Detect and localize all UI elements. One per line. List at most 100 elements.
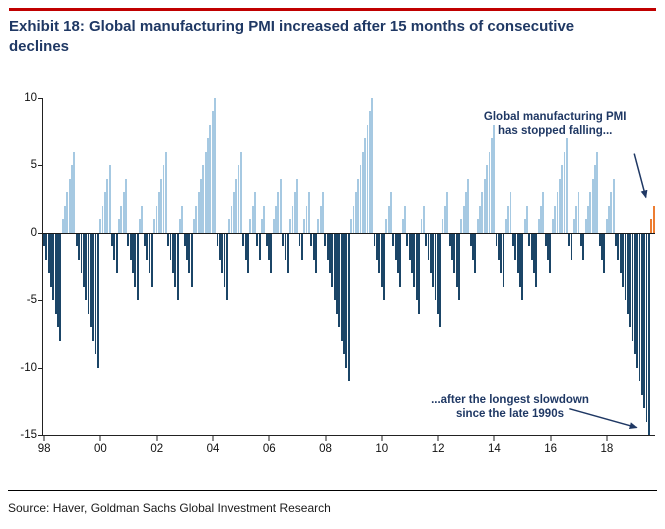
x-axis-tick (43, 435, 45, 441)
up-streak-bar (420, 219, 423, 233)
down-streak-bar (547, 232, 549, 260)
up-streak-bar (563, 151, 566, 233)
x-axis-label: 08 (319, 443, 332, 455)
up-streak-bar (366, 124, 369, 233)
down-streak-bar (544, 232, 547, 247)
x-axis-label: 00 (94, 443, 107, 455)
y-axis-tick (38, 300, 43, 302)
down-streak-bar (380, 232, 383, 287)
down-streak-bar (415, 232, 418, 301)
down-streak-bar (439, 232, 442, 328)
down-streak-bar (336, 232, 338, 314)
down-streak-bar (221, 232, 224, 274)
down-streak-bar (50, 232, 52, 287)
down-streak-bar (399, 232, 402, 287)
up-streak-bar (441, 219, 444, 233)
down-streak-bar (115, 232, 118, 274)
up-streak-bar (523, 219, 526, 233)
down-streak-bar (373, 232, 376, 247)
down-streak-bar (92, 232, 95, 341)
up-streak-bar (232, 192, 235, 233)
down-streak-bar (113, 232, 116, 260)
x-axis-label: 12 (431, 443, 445, 455)
up-streak-bar (479, 205, 481, 233)
down-streak-bar (500, 232, 503, 274)
down-streak-bar (598, 232, 601, 247)
plot-area: Global manufacturing PMI has stopped fal… (20, 92, 655, 455)
down-streak-bar (411, 232, 413, 274)
down-streak-bar (183, 232, 186, 247)
down-streak-bar (169, 232, 172, 260)
y-axis-label: -10 (20, 361, 37, 374)
y-axis-label: 10 (24, 92, 37, 104)
up-streak-bar (251, 205, 254, 233)
down-streak-bar (190, 232, 193, 287)
up-streak-bar (488, 151, 491, 233)
down-streak-bar (218, 232, 221, 260)
up-streak-bar (504, 219, 507, 233)
down-streak-bar (579, 232, 582, 247)
source-divider (8, 490, 657, 491)
down-streak-bar (80, 232, 83, 274)
x-axis-tick (606, 435, 608, 441)
zero-axis-line (43, 232, 655, 234)
x-axis-tick (437, 435, 439, 441)
up-streak-bar (589, 192, 592, 233)
down-streak-bar (340, 232, 343, 341)
down-streak-bar (270, 232, 273, 274)
up-streak-bar (289, 219, 292, 233)
up-streak-bar (350, 219, 353, 233)
up-streak-bar (422, 205, 425, 233)
up-streak-bar (249, 219, 252, 233)
up-streak-bar (465, 192, 467, 233)
down-streak-bar (312, 232, 315, 260)
up-streak-bar (537, 219, 540, 233)
down-streak-bar (136, 232, 139, 301)
up-streak-bar (73, 151, 76, 233)
annotation-arrows (569, 153, 648, 430)
down-streak-bar (425, 232, 428, 247)
up-streak-bar (483, 178, 486, 233)
up-streak-bar (404, 205, 406, 233)
up-streak-bar (214, 98, 217, 233)
down-streak-bar (87, 232, 90, 314)
down-streak-bar (375, 232, 378, 260)
x-axis-tick (268, 435, 270, 441)
up-streak-bar (68, 178, 71, 233)
down-streak-bar (265, 232, 268, 247)
down-streak-bar (434, 232, 437, 301)
down-streak-bar (225, 232, 228, 301)
y-axis-label: 5 (30, 159, 37, 172)
up-streak-bar (64, 205, 66, 233)
exhibit-title: Exhibit 18: Global manufacturing PMI inc… (9, 18, 575, 56)
down-streak-bar (345, 232, 348, 368)
x-axis-tick (493, 435, 495, 441)
up-streak-bar (303, 219, 306, 233)
y-axis-label: -5 (26, 294, 37, 307)
up-streak-bar (509, 192, 512, 233)
up-streak-bar (122, 192, 125, 233)
down-streak-bar (549, 232, 552, 274)
up-streak-bar (141, 205, 144, 233)
down-streak-bar (43, 232, 45, 247)
down-streak-bar (57, 232, 59, 328)
up-streak-bar (605, 219, 608, 233)
up-streak-bar (368, 111, 371, 233)
up-streak-bar (584, 219, 587, 233)
up-streak-bar (239, 151, 242, 233)
down-streak-bar (615, 232, 617, 247)
up-streak-bar (371, 98, 374, 233)
up-streak-bar (352, 205, 355, 233)
up-streak-bar (387, 205, 390, 233)
up-streak-bar (467, 178, 470, 233)
up-streak-bar (120, 205, 123, 233)
down-streak-bar (186, 232, 188, 260)
down-streak-bar (310, 232, 313, 247)
down-streak-bar (78, 232, 81, 260)
pmi-streak-chart: Global manufacturing PMI has stopped fal… (10, 84, 659, 462)
up-streak-bar (460, 219, 463, 233)
x-axis-label: 06 (262, 443, 276, 455)
down-streak-bar (474, 232, 477, 274)
up-streak-bar (390, 192, 392, 233)
down-streak-bar (516, 232, 519, 274)
